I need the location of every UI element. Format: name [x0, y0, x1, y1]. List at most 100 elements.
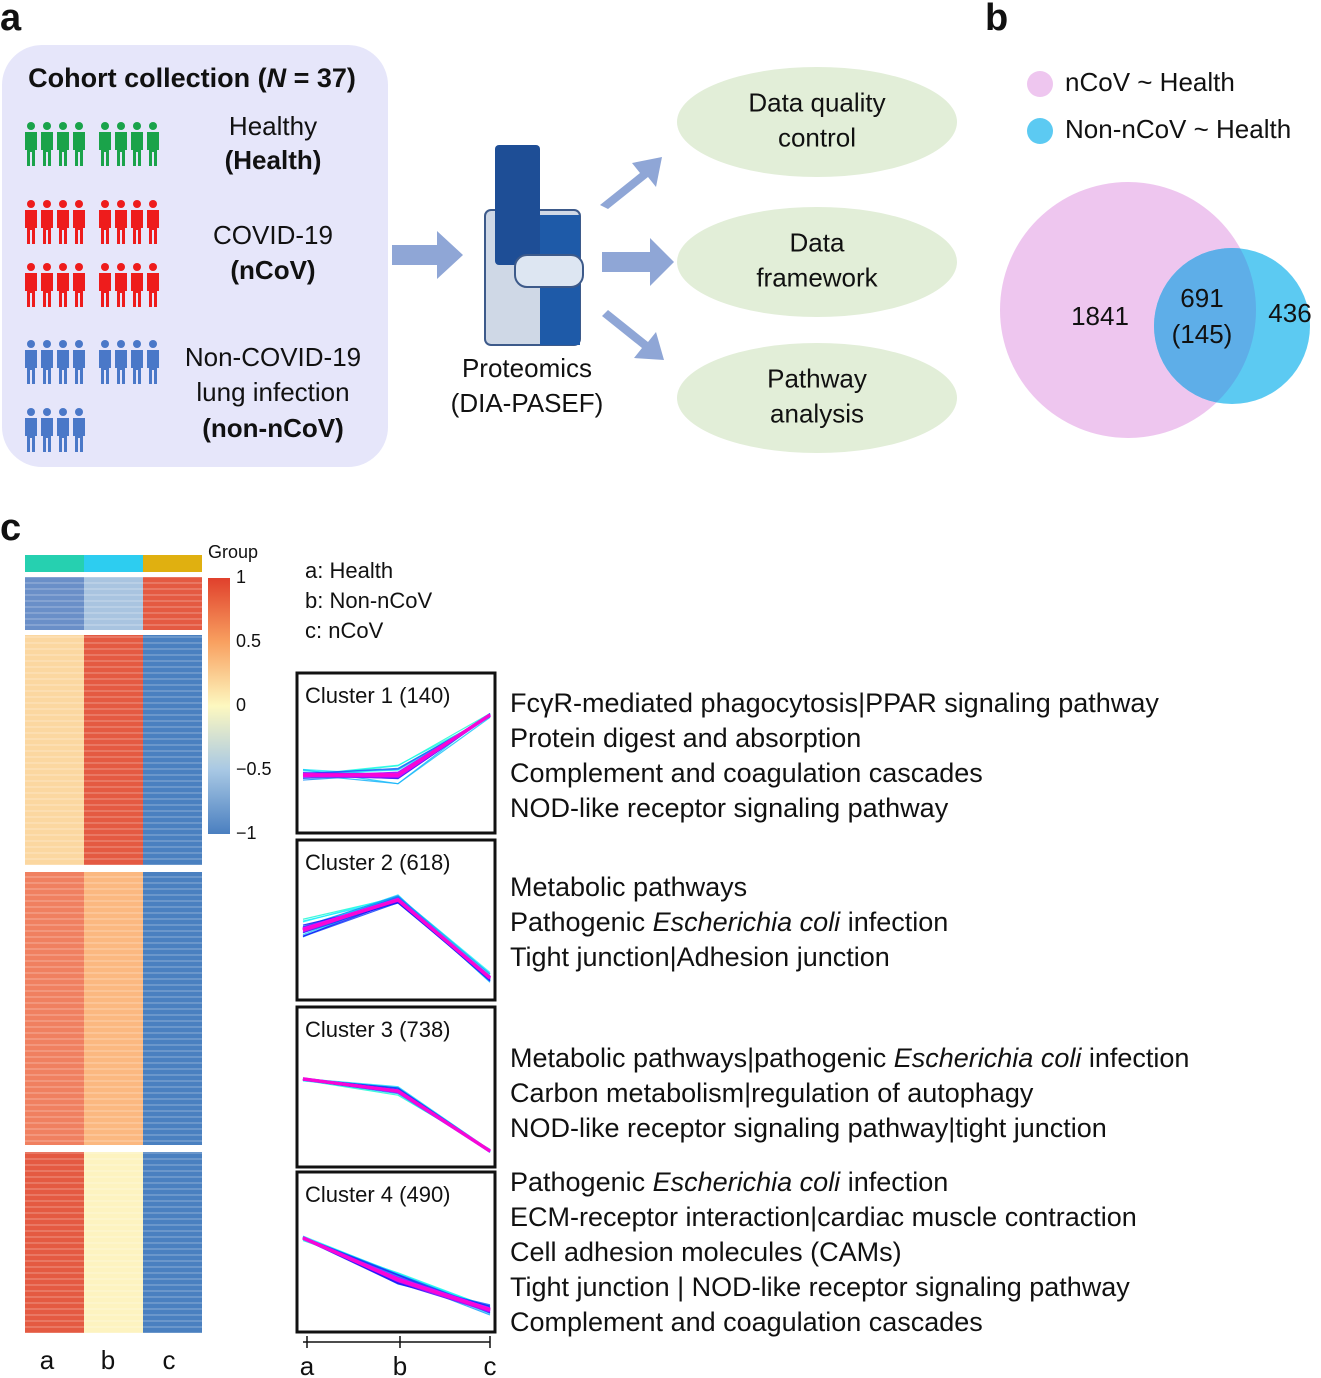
icon-part	[25, 132, 37, 166]
output-label: analysis	[770, 398, 864, 428]
icon-part	[131, 210, 143, 244]
icon-part	[27, 122, 35, 130]
person-icon	[131, 200, 143, 244]
person-icon	[131, 340, 143, 384]
pathway: FcγR-mediated phagocytosis|PPAR signalin…	[510, 688, 1159, 718]
icon-part	[133, 122, 141, 130]
legend-swatch	[1027, 71, 1053, 97]
pathway: Tight junction | NOD-like receptor signa…	[510, 1272, 1130, 1302]
heatmap-texture	[84, 1152, 143, 1333]
person-icon	[99, 340, 111, 384]
panel-label: c	[0, 507, 21, 549]
group-label: Group	[208, 542, 258, 562]
scale-tick-label: −0.5	[236, 759, 272, 779]
column-label: a	[40, 1345, 55, 1375]
scale-tick-label: 0	[236, 695, 246, 715]
icon-part	[27, 340, 35, 348]
output-ellipse	[677, 67, 957, 177]
icon-part	[25, 350, 37, 384]
icon-part	[43, 340, 51, 348]
group-bar	[25, 555, 84, 572]
venn-count: 436	[1268, 298, 1311, 328]
pathway: Metabolic pathways	[510, 872, 747, 902]
heatmap-texture	[25, 635, 84, 865]
column-label: c	[163, 1345, 176, 1375]
pathway: Metabolic pathways|pathogenic Escherichi…	[510, 1043, 1189, 1073]
cohort-box	[2, 45, 388, 467]
pathway: Protein digest and absorption	[510, 723, 861, 753]
icon-part	[101, 200, 109, 208]
icon-part	[57, 210, 69, 244]
text-part: Escherichia coli	[653, 1167, 842, 1197]
person-icon	[57, 340, 69, 384]
output-label: framework	[756, 262, 878, 292]
icon-part	[133, 340, 141, 348]
icon-part	[149, 340, 157, 348]
icon-part	[27, 408, 35, 416]
legend-label: Non-nCoV ~ Health	[1065, 114, 1291, 144]
icon-part	[149, 200, 157, 208]
instrument	[484, 145, 584, 346]
icon-part	[101, 263, 109, 271]
group-bar	[143, 555, 202, 572]
venn-count: 1841	[1071, 301, 1129, 331]
icon-part	[73, 350, 85, 384]
color-scale	[208, 578, 230, 834]
person-icon	[25, 263, 37, 307]
method-label: Proteomics	[462, 353, 592, 383]
icon-part	[117, 340, 125, 348]
key-label: a: Health	[305, 558, 393, 583]
pathway: Tight junction|Adhesion junction	[510, 942, 890, 972]
person-icon	[73, 263, 85, 307]
icon-part	[25, 273, 37, 307]
key-label: c: nCoV	[305, 618, 384, 643]
pathway: Cell adhesion molecules (CAMs)	[510, 1237, 902, 1267]
text: N	[267, 63, 287, 93]
heatmap-texture	[143, 1152, 202, 1333]
heatmap-texture	[84, 577, 143, 630]
icon-part	[131, 273, 143, 307]
icon-part	[75, 408, 83, 416]
legend-swatch	[1027, 118, 1053, 144]
person-icon	[147, 200, 159, 244]
heatmap-texture	[143, 872, 202, 1145]
icon-part	[101, 122, 109, 130]
text-part: Metabolic pathways|pathogenic	[510, 1043, 894, 1073]
icon-part	[73, 418, 85, 452]
person-icon	[99, 263, 111, 307]
pathway: Pathogenic Escherichia coli infection	[510, 1167, 948, 1197]
icon-part	[43, 122, 51, 130]
icon-part	[25, 418, 37, 452]
person-icon	[25, 122, 37, 166]
icon-part	[99, 132, 111, 166]
venn-overlap	[1154, 248, 1256, 404]
icon-part	[75, 200, 83, 208]
output-ellipse	[677, 343, 957, 453]
icon-part	[57, 350, 69, 384]
icon-part	[27, 263, 35, 271]
person-icon	[25, 200, 37, 244]
legend-label: nCoV ~ Health	[1065, 67, 1235, 97]
text-part: Pathogenic	[510, 1167, 653, 1197]
icon-part	[73, 132, 85, 166]
person-icon	[73, 200, 85, 244]
person-icon	[131, 263, 143, 307]
column-label: b	[101, 1345, 115, 1375]
person-icon	[131, 122, 143, 166]
person-icon	[73, 408, 85, 452]
icon-part	[25, 210, 37, 244]
output-label: Data quality	[748, 87, 885, 117]
icon-part	[99, 273, 111, 307]
text-part: Pathogenic	[510, 907, 653, 937]
person-icon	[41, 408, 53, 452]
text-part: Escherichia coli	[894, 1043, 1083, 1073]
group-name: COVID-19	[213, 220, 333, 250]
person-icon	[73, 122, 85, 166]
person-icon	[73, 340, 85, 384]
output-ellipse	[677, 207, 957, 317]
cluster-trace	[302, 1077, 491, 1153]
key-label: b: Non-nCoV	[305, 588, 433, 613]
pathway: NOD-like receptor signaling pathway	[510, 793, 949, 823]
icon-part	[41, 273, 53, 307]
icon-part	[147, 132, 159, 166]
